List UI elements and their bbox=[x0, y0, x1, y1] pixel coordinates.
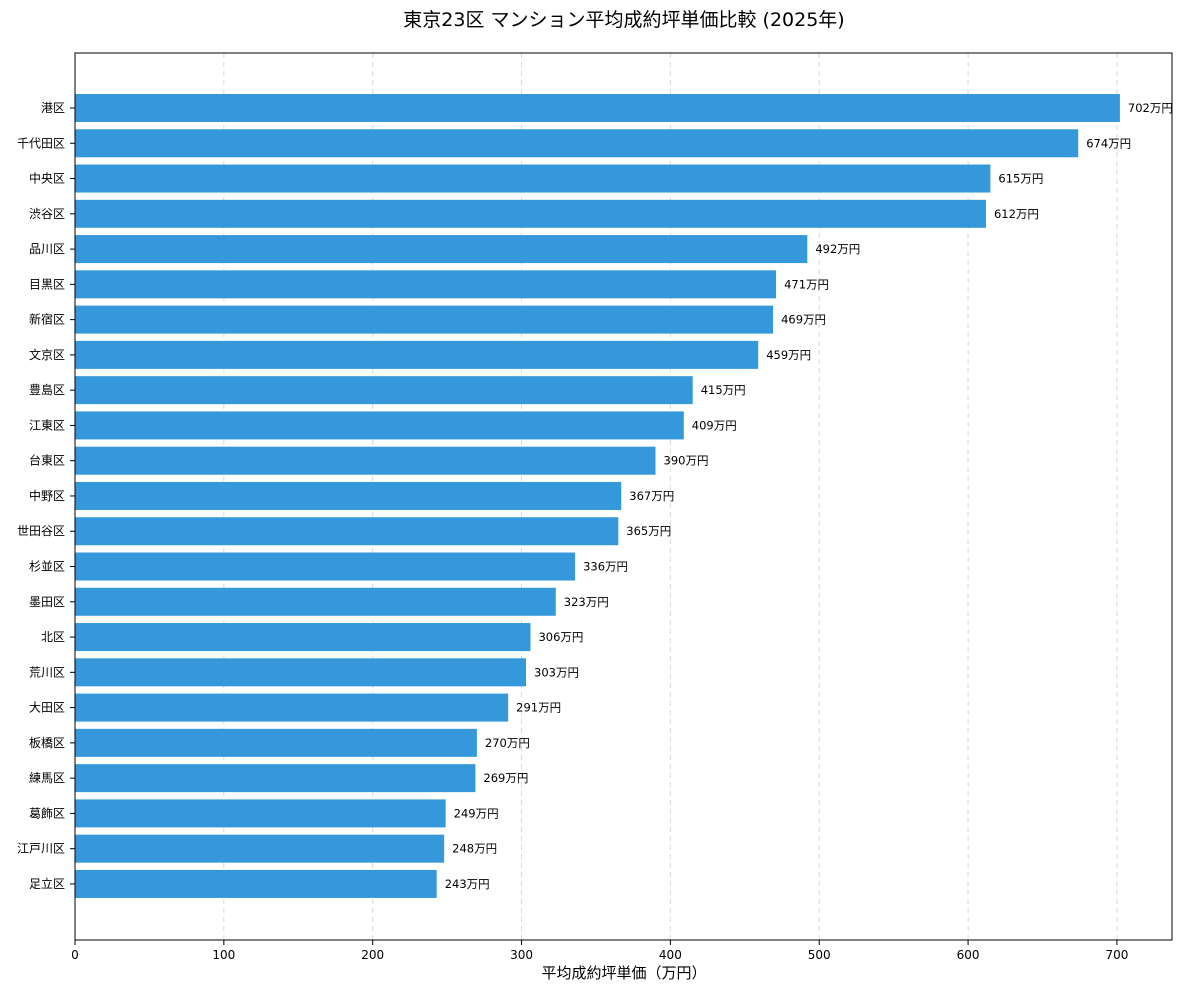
bar bbox=[75, 411, 684, 440]
category-label: 中央区 bbox=[29, 171, 65, 186]
bar bbox=[75, 799, 446, 828]
bar-value-label: 270万円 bbox=[485, 736, 530, 750]
bar bbox=[75, 199, 986, 228]
bar bbox=[75, 446, 656, 475]
bar bbox=[75, 552, 576, 581]
bar-value-label: 674万円 bbox=[1086, 136, 1131, 150]
bar-value-label: 303万円 bbox=[534, 665, 579, 679]
x-tick-label: 700 bbox=[1105, 948, 1128, 962]
category-label: 新宿区 bbox=[29, 312, 65, 327]
category-label: 荒川区 bbox=[29, 665, 65, 679]
x-tick-label: 100 bbox=[212, 948, 235, 962]
bar-value-label: 390万円 bbox=[664, 454, 709, 468]
category-label: 江東区 bbox=[29, 418, 65, 432]
category-label: 葛飾区 bbox=[29, 806, 65, 820]
bar-value-label: 409万円 bbox=[692, 418, 737, 432]
category-label: 杉並区 bbox=[29, 560, 65, 574]
bar bbox=[75, 305, 774, 334]
bar-value-label: 249万円 bbox=[454, 806, 499, 820]
category-label: 渋谷区 bbox=[29, 207, 65, 221]
bar bbox=[75, 481, 622, 510]
bar-value-label: 243万円 bbox=[445, 877, 490, 891]
category-label: 台東区 bbox=[29, 453, 65, 468]
plot-frame bbox=[74, 52, 1173, 941]
bar bbox=[75, 869, 437, 898]
category-label: 品川区 bbox=[29, 242, 65, 256]
x-tick-label: 600 bbox=[957, 948, 980, 962]
category-label: 北区 bbox=[41, 630, 65, 644]
bar-value-label: 291万円 bbox=[516, 701, 561, 715]
bar-value-label: 323万円 bbox=[564, 595, 609, 609]
category-label: 文京区 bbox=[29, 347, 65, 362]
bar-value-label: 702万円 bbox=[1128, 101, 1173, 115]
x-axis: 0 100 200 300 400 500 600 700 bbox=[71, 940, 1128, 962]
x-tick-label: 500 bbox=[808, 948, 831, 962]
x-tick-label: 0 bbox=[71, 948, 79, 962]
bar bbox=[75, 164, 991, 193]
bar-value-label: 459万円 bbox=[766, 348, 811, 362]
bar-value-label: 615万円 bbox=[998, 172, 1043, 186]
bar bbox=[75, 340, 759, 369]
bar bbox=[75, 834, 445, 863]
bar-value-label: 365万円 bbox=[626, 524, 671, 538]
bar bbox=[75, 623, 531, 652]
category-label: 板橋区 bbox=[29, 736, 65, 750]
bar-value-label: 306万円 bbox=[538, 630, 583, 644]
bar bbox=[75, 764, 476, 793]
category-label: 世田谷区 bbox=[17, 524, 65, 538]
bar-value-label: 269万円 bbox=[483, 771, 528, 785]
data-labels: 702万円 674万円 615万円 612万円 492万円 471万円 469万円 459万円… bbox=[445, 101, 1173, 891]
category-label: 港区 bbox=[41, 101, 65, 115]
category-label: 足立区 bbox=[29, 876, 65, 891]
y-axis-category-labels: 港区千代田区中央区渋谷区品川区目黒区新宿区文京区豊島区江東区台東区中野区世田谷区… bbox=[17, 101, 75, 891]
bar bbox=[75, 728, 477, 757]
category-label: 墨田区 bbox=[29, 595, 65, 609]
bar bbox=[75, 94, 1120, 122]
category-label: 練馬区 bbox=[29, 771, 65, 785]
x-tick-label: 400 bbox=[659, 948, 682, 962]
category-label: 中野区 bbox=[29, 488, 65, 503]
category-label: 豊島区 bbox=[29, 382, 65, 397]
bar-value-label: 469万円 bbox=[781, 313, 826, 327]
bars bbox=[75, 94, 1120, 898]
bar-value-label: 471万円 bbox=[784, 277, 829, 291]
x-tick-label: 200 bbox=[361, 948, 384, 962]
category-label: 千代田区 bbox=[17, 136, 65, 150]
bar bbox=[75, 270, 777, 299]
bar-value-label: 248万円 bbox=[452, 842, 497, 856]
bar-value-label: 415万円 bbox=[701, 383, 746, 397]
category-label: 江戸川区 bbox=[17, 842, 65, 856]
bar bbox=[75, 587, 556, 616]
bar-value-label: 336万円 bbox=[583, 560, 628, 574]
bar bbox=[75, 517, 619, 546]
category-label: 大田区 bbox=[29, 701, 65, 715]
bar-value-label: 612万円 bbox=[994, 207, 1039, 221]
x-axis-label: 平均成約坪単価（万円） bbox=[541, 964, 706, 982]
bar-value-label: 492万円 bbox=[815, 242, 860, 256]
bar bbox=[75, 235, 808, 264]
bar bbox=[75, 693, 509, 722]
x-tick-label: 300 bbox=[510, 948, 533, 962]
bar bbox=[75, 658, 527, 687]
bar bbox=[75, 376, 693, 405]
bar bbox=[75, 129, 1079, 158]
bar-value-label: 367万円 bbox=[629, 489, 674, 503]
category-label: 目黒区 bbox=[29, 277, 65, 291]
chart-title: 東京23区 マンション平均成約坪単価比較 (2025年) bbox=[403, 9, 844, 31]
